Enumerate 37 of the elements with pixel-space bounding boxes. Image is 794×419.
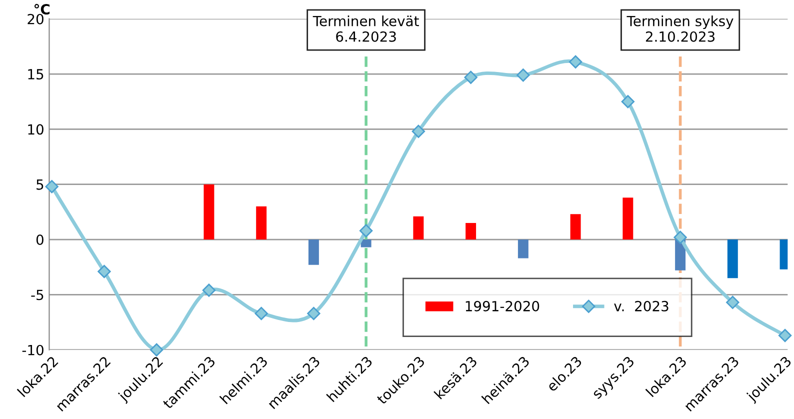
bar [360,240,372,248]
point [254,306,268,320]
bar [518,240,528,258]
point [516,68,530,82]
bar [308,240,319,265]
ref-line-label: Terminen kevät 6.4.2023 [312,16,419,42]
point [359,224,373,238]
y-tick-label: 10 [28,124,44,135]
legend-label: v. 2023 [614,300,668,312]
ref-line-label: Terminen syksy 2.10.2023 [626,16,734,42]
y-tick-label: 20 [28,14,44,24]
point [98,264,111,278]
y-tick-label: -10 [22,344,44,356]
y-tick-label: -5 [31,290,44,300]
point [307,306,320,320]
point [45,180,58,194]
point [674,230,687,244]
bar [466,222,476,240]
bar [570,214,581,240]
bar [727,240,738,278]
point [464,70,478,84]
point [568,55,582,68]
y-tick-label: 15 [28,69,44,80]
point [202,284,216,297]
y-axis-title: °C [34,4,50,15]
point [726,296,740,310]
bar [622,198,634,240]
bar [413,216,424,240]
point [150,343,164,356]
point [621,95,635,108]
point [412,124,426,138]
y-tick-label: 5 [36,180,44,190]
bar [204,184,214,240]
legend-label: 1991-2020 [466,300,540,312]
bar [256,206,267,240]
y-tick-label: 0 [36,234,44,246]
point [778,328,792,342]
